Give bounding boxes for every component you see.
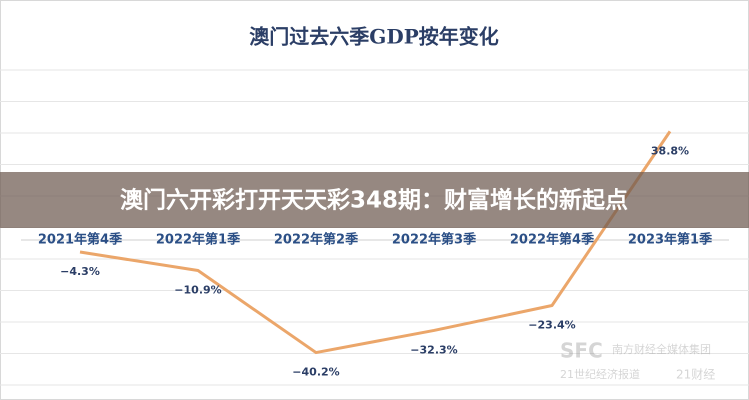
plot: 2021年第4季 2022年第1季 2022年第2季 2022年第3季 2022年第4季… — [21, 130, 729, 379]
banner-bg — [0, 172, 749, 228]
data-label: −32.3% — [410, 343, 457, 356]
chart-title: 澳门过去六季GDP按年变化 — [249, 25, 498, 49]
data-label: 38.8% — [651, 144, 689, 157]
x-tick-label: 2022年第3季 — [392, 232, 476, 248]
data-label: −10.9% — [174, 284, 221, 297]
line — [79, 130, 672, 355]
x-tick-label: 2022年第2季 — [274, 232, 358, 248]
data-label: −4.3% — [60, 265, 100, 278]
banner-text: 澳门六开彩打开天天彩348期：财富增长的新起点 — [120, 187, 628, 214]
watermark-logo: SFC — [560, 339, 603, 363]
x-tick-label: 2022年第1季 — [156, 232, 240, 248]
watermark-brand: 21财经 — [676, 368, 715, 382]
x-tick-label: 2021年第4季 — [38, 232, 122, 248]
x-tick-label: 2023年第1季 — [628, 232, 712, 248]
watermark-group: 南方财经全媒体集团 — [612, 342, 711, 356]
watermark: SFC 南方财经全媒体集团 21世纪经济报道 21财经 — [560, 339, 715, 382]
data-label: −40.2% — [292, 366, 339, 379]
data-label: −23.4% — [528, 319, 575, 332]
x-tick-label: 2022年第4季 — [510, 232, 594, 248]
watermark-paper: 21世纪经济报道 — [560, 367, 640, 381]
